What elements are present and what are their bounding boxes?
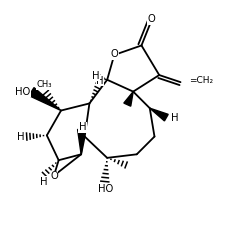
Text: H: H xyxy=(17,132,24,142)
Text: O: O xyxy=(147,14,155,24)
Text: =CH₂: =CH₂ xyxy=(189,77,214,85)
Text: HO: HO xyxy=(15,87,30,97)
Polygon shape xyxy=(150,108,168,121)
Text: O: O xyxy=(111,49,119,59)
Text: H: H xyxy=(79,122,86,132)
Text: H: H xyxy=(40,177,47,187)
Text: O: O xyxy=(50,171,58,181)
Polygon shape xyxy=(124,92,133,106)
Polygon shape xyxy=(78,129,85,154)
Text: H: H xyxy=(171,113,178,123)
Text: CH₃: CH₃ xyxy=(36,80,51,89)
Text: H: H xyxy=(92,71,99,80)
Text: H: H xyxy=(96,76,104,86)
Text: HO: HO xyxy=(98,184,114,194)
Polygon shape xyxy=(29,88,61,111)
